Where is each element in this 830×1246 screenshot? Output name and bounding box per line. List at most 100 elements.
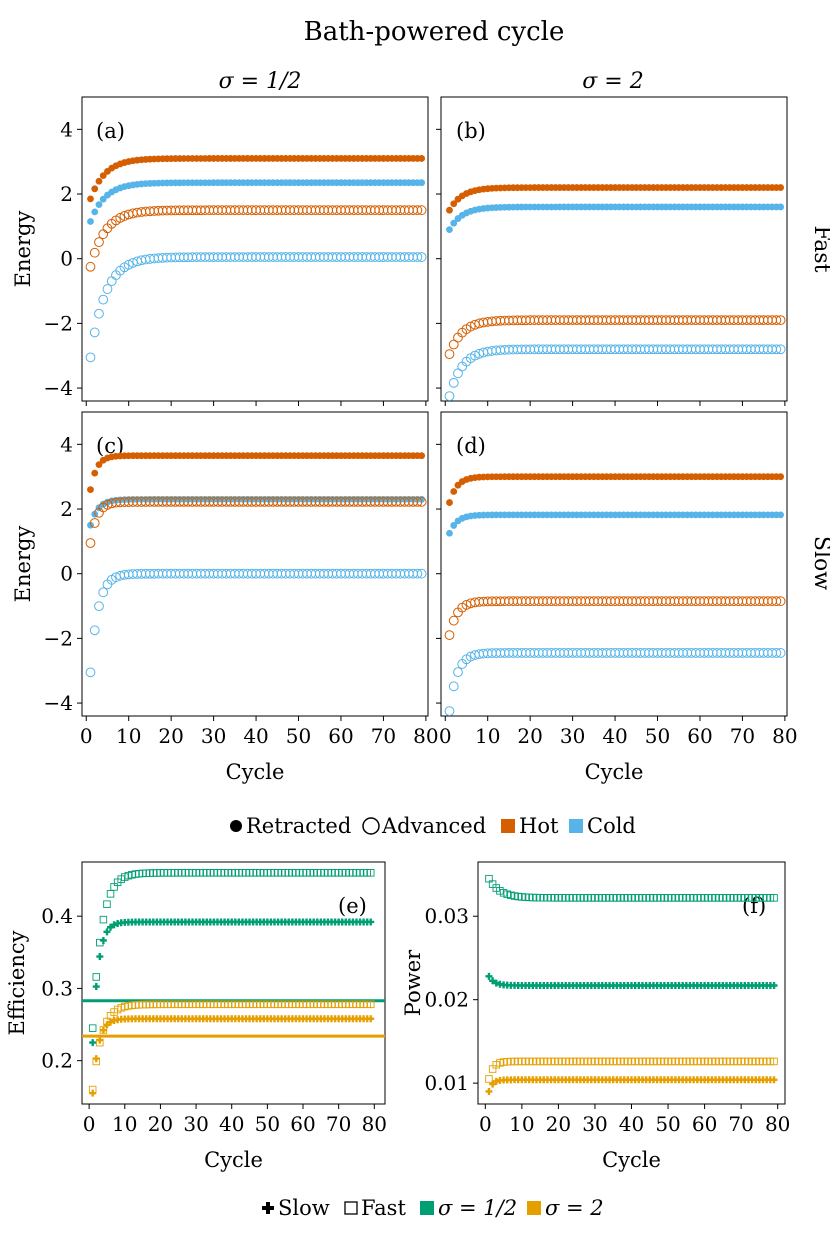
panel-e: 0 10 20 30 40 50 60 70 80 0.2 0.3 0.4 Cycle Efficienc… bbox=[5, 861, 387, 1172]
legend-slow-marker bbox=[262, 1202, 274, 1214]
data-point bbox=[99, 915, 108, 924]
x-axis-label: Cycle bbox=[602, 1148, 661, 1172]
data-point bbox=[99, 172, 107, 180]
data-point bbox=[89, 1039, 97, 1047]
data-point bbox=[416, 568, 427, 579]
legend-top: Retracted Advanced Hot Cold bbox=[230, 814, 636, 838]
data-point bbox=[771, 315, 782, 326]
y-axis-label: Energy bbox=[11, 211, 35, 288]
data-point bbox=[123, 259, 134, 270]
x-tick-label: 30 bbox=[560, 724, 585, 748]
data-point bbox=[107, 923, 115, 931]
data-point bbox=[485, 1075, 493, 1083]
x-tick-label: 80 bbox=[765, 1112, 790, 1136]
data-point bbox=[115, 212, 126, 223]
legend-advanced-marker bbox=[362, 817, 380, 835]
series-hot-retracted bbox=[446, 473, 785, 506]
series-cold-retracted bbox=[446, 203, 785, 233]
figure-title: Bath-powered cycle bbox=[304, 17, 565, 47]
data-point bbox=[91, 208, 99, 216]
data-point bbox=[103, 1021, 111, 1029]
data-point bbox=[367, 918, 375, 926]
data-point bbox=[448, 339, 459, 350]
series-hot-advanced bbox=[444, 315, 786, 360]
panel-b: (b) bbox=[436, 96, 788, 406]
x-tick-label: 60 bbox=[328, 724, 353, 748]
data-point bbox=[98, 229, 109, 240]
series-hot-advanced bbox=[85, 497, 427, 548]
series-slow-1-2 bbox=[485, 972, 778, 990]
data-point bbox=[771, 596, 782, 607]
data-point bbox=[770, 894, 778, 902]
data-point bbox=[771, 344, 782, 355]
data-point bbox=[485, 1087, 493, 1095]
data-point bbox=[99, 936, 107, 944]
data-point bbox=[85, 667, 96, 678]
data-point bbox=[770, 1057, 778, 1066]
column-label-sigma-two: σ = 2 bbox=[582, 69, 643, 94]
x-tick-label: 0 bbox=[80, 724, 93, 748]
panel-label: (f) bbox=[742, 894, 766, 918]
data-point bbox=[94, 308, 104, 319]
panel-d: 0 10 20 30 40 50 60 70 80 Cycle (d) bbox=[436, 411, 798, 784]
series-hot-advanced bbox=[85, 205, 427, 272]
row-label-slow: Slow bbox=[809, 536, 830, 590]
data-point bbox=[770, 1076, 778, 1084]
data-point bbox=[444, 706, 455, 717]
x-tick-label: 40 bbox=[243, 724, 268, 748]
y-axis-label: Power bbox=[401, 949, 425, 1016]
panel-label: (d) bbox=[456, 434, 486, 458]
legend-hot-label: Hot bbox=[519, 814, 559, 838]
data-point bbox=[448, 377, 459, 388]
data-point bbox=[444, 391, 455, 402]
data-point bbox=[450, 219, 458, 227]
x-tick-label: 10 bbox=[116, 724, 141, 748]
data-point bbox=[106, 276, 117, 287]
data-point bbox=[367, 1015, 375, 1023]
legend-sigma-two-swatch bbox=[527, 1201, 541, 1215]
y-tick-label: 0.03 bbox=[424, 904, 469, 928]
y-tick-label: 0.2 bbox=[41, 1049, 73, 1073]
series-hot-retracted bbox=[446, 184, 785, 214]
data-point bbox=[775, 344, 786, 355]
panel-a-frame bbox=[81, 96, 429, 402]
data-point bbox=[366, 1000, 375, 1009]
data-point bbox=[95, 201, 103, 209]
x-tick-label: 70 bbox=[728, 1112, 753, 1136]
y-tick-label: 0.4 bbox=[41, 904, 73, 928]
data-point bbox=[777, 184, 785, 191]
panel-b-frame bbox=[440, 96, 788, 402]
data-point bbox=[412, 568, 423, 579]
series-cold-advanced bbox=[85, 568, 427, 678]
data-point bbox=[465, 321, 476, 332]
legend-fast-marker bbox=[344, 1201, 358, 1215]
data-point bbox=[777, 203, 785, 211]
legend-retracted-marker bbox=[230, 820, 242, 832]
panel-c-frame bbox=[81, 411, 429, 717]
data-point bbox=[412, 252, 423, 262]
column-label-sigma-half: σ = 1/2 bbox=[219, 69, 302, 94]
data-point bbox=[94, 601, 104, 612]
data-point bbox=[777, 473, 785, 481]
series-hot-retracted bbox=[87, 155, 426, 203]
data-point bbox=[446, 206, 453, 214]
x-tick-label: 40 bbox=[619, 1112, 644, 1136]
series-cold-retracted bbox=[446, 511, 785, 537]
data-point bbox=[89, 625, 100, 636]
data-point bbox=[94, 237, 104, 248]
x-tick-label: 0 bbox=[83, 1112, 96, 1136]
data-point bbox=[412, 497, 423, 507]
series-cold-retracted bbox=[87, 179, 426, 225]
y-tick-label: −2 bbox=[44, 626, 73, 650]
x-tick-label: 50 bbox=[255, 1112, 280, 1136]
data-point bbox=[107, 1018, 115, 1026]
data-point bbox=[418, 155, 426, 162]
data-point bbox=[106, 890, 115, 898]
x-tick-label: 30 bbox=[201, 724, 226, 748]
data-point bbox=[88, 1024, 97, 1032]
legend-hot-swatch bbox=[501, 819, 515, 833]
data-point bbox=[85, 538, 96, 548]
series-slow-2 bbox=[485, 1076, 778, 1095]
